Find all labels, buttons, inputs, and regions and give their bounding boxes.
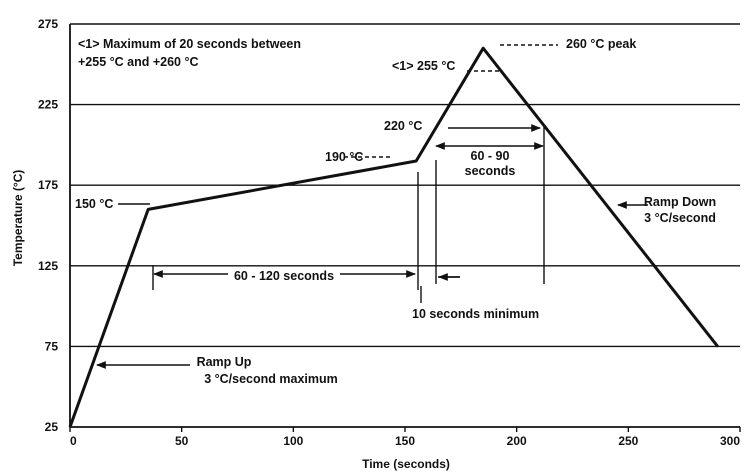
x-axis-label: Time (seconds): [362, 457, 450, 471]
ramp-up-line1: Ramp Up: [197, 355, 252, 369]
profile-point-1: [147, 208, 149, 211]
ramp-down-line2: 3 °C/second: [644, 211, 716, 225]
dur-60-120-label: 60 - 120 seconds: [234, 269, 334, 283]
profile-point-4: [716, 345, 719, 348]
dimension-lines: [96, 44, 648, 369]
y-tick-label-225: 225: [38, 98, 58, 112]
dur-60-90-line1: 60 - 90: [471, 149, 510, 163]
t190-label: 190 °C: [325, 150, 363, 164]
x-tick-label-150: 150: [395, 434, 415, 448]
t220-label: 220 °C: [384, 119, 422, 133]
profile-point-0: [69, 426, 71, 428]
note1-line1: <1> Maximum of 20 seconds between: [78, 37, 301, 51]
y-tick-label-25: 25: [45, 420, 59, 434]
y-tick-label-175: 175: [38, 178, 58, 192]
ten-seconds-label: 10 seconds minimum: [412, 307, 539, 321]
x-tick-label-250: 250: [618, 434, 638, 448]
t255-label: <1> 255 °C: [392, 59, 455, 73]
gridlines: [70, 23, 740, 348]
y-tick-labels: 25 75 125 175 225 275: [38, 17, 58, 434]
ramp-up-line2: 3 °C/second maximum: [204, 372, 338, 386]
note1-line2: +255 °C and +260 °C: [78, 55, 198, 69]
y-tick-label-275: 275: [38, 17, 58, 31]
profile-series: [68, 46, 719, 428]
x-tick-label-50: 50: [175, 434, 189, 448]
x-tick-labels: 0 50 100 150 200 250 300: [69, 427, 741, 448]
ramp-down-line1: Ramp Down: [644, 195, 716, 209]
profile-point-3: [482, 47, 484, 49]
dur-60-90-line2: seconds: [465, 164, 516, 178]
axes: [69, 24, 740, 428]
profile-point-2: [415, 160, 417, 162]
y-axis-label: Temperature (°C): [11, 170, 25, 267]
t150-label: 150 °C: [75, 197, 113, 211]
x-tick-label-0: 0: [70, 434, 77, 448]
x-tick-label-200: 200: [507, 434, 527, 448]
y-tick-label-75: 75: [45, 339, 59, 353]
y-tick-label-125: 125: [38, 259, 58, 273]
peak-label: 260 °C peak: [566, 37, 636, 51]
x-tick-label-300: 300: [720, 434, 740, 448]
x-tick-label-100: 100: [283, 434, 303, 448]
